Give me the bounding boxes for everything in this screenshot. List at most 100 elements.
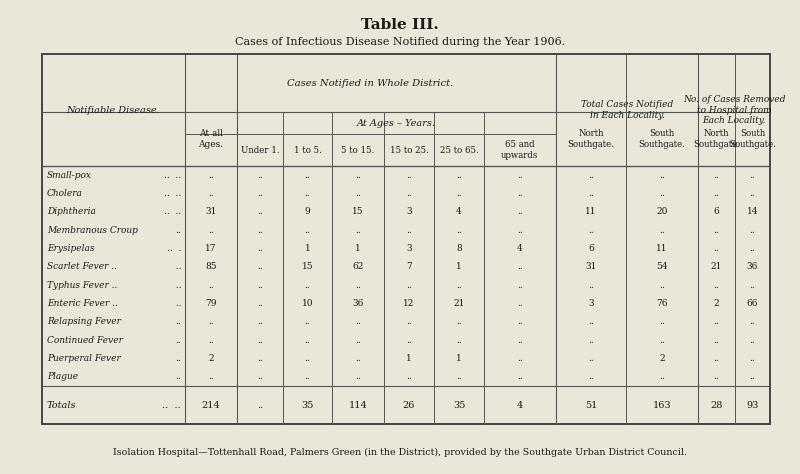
Text: Isolation Hospital—Tottenhall Road, Palmers Green (in the District), provided by: Isolation Hospital—Tottenhall Road, Palm…	[113, 447, 687, 456]
Text: ..: ..	[750, 189, 755, 198]
Text: 5 to 15.: 5 to 15.	[342, 146, 374, 155]
Text: 15: 15	[302, 262, 314, 271]
Text: ..: ..	[750, 336, 755, 345]
Text: At all
Ages.: At all Ages.	[198, 129, 223, 149]
Text: ..: ..	[305, 281, 310, 290]
Text: South
Southgate.: South Southgate.	[638, 129, 686, 149]
Text: ..  ..: .. ..	[164, 207, 181, 216]
Text: ..  ..: .. ..	[164, 171, 181, 180]
Text: ..: ..	[355, 189, 361, 198]
Text: ..: ..	[355, 226, 361, 235]
Text: ..: ..	[170, 281, 181, 290]
Text: ..: ..	[355, 373, 361, 382]
Text: ..: ..	[456, 373, 462, 382]
Text: ..: ..	[517, 336, 523, 345]
Text: 2: 2	[659, 354, 665, 363]
Text: 85: 85	[205, 262, 217, 271]
Text: ..: ..	[406, 373, 412, 382]
Text: Diphtheria: Diphtheria	[47, 207, 96, 216]
Text: ..: ..	[257, 354, 263, 363]
Text: ..: ..	[659, 317, 665, 326]
Text: ..: ..	[208, 336, 214, 345]
Text: ..: ..	[305, 373, 310, 382]
Text: 11: 11	[586, 207, 597, 216]
Text: ..: ..	[406, 226, 412, 235]
Text: ..: ..	[588, 189, 594, 198]
Text: ..: ..	[588, 317, 594, 326]
Text: ..: ..	[175, 226, 181, 235]
Text: ..: ..	[750, 281, 755, 290]
Text: ..: ..	[355, 336, 361, 345]
Text: ..: ..	[714, 373, 719, 382]
Text: Cases Notified in Whole District.: Cases Notified in Whole District.	[287, 79, 454, 88]
Text: ..: ..	[517, 317, 523, 326]
Text: ..: ..	[406, 189, 412, 198]
Text: ..: ..	[456, 171, 462, 180]
Text: ..: ..	[456, 189, 462, 198]
Text: ..: ..	[517, 226, 523, 235]
Text: ..: ..	[406, 336, 412, 345]
Text: 54: 54	[656, 262, 668, 271]
Text: ..: ..	[257, 226, 263, 235]
Text: Small-pox: Small-pox	[47, 171, 92, 180]
Text: 8: 8	[456, 244, 462, 253]
Text: ..: ..	[517, 207, 523, 216]
Text: ..: ..	[208, 189, 214, 198]
Text: South
Southgate.: South Southgate.	[729, 129, 776, 149]
Text: ..: ..	[175, 336, 181, 345]
Text: 20: 20	[656, 207, 668, 216]
Text: ..: ..	[406, 281, 412, 290]
Text: Under 1.: Under 1.	[241, 146, 279, 155]
Text: 35: 35	[453, 401, 465, 410]
Text: ..: ..	[588, 281, 594, 290]
Text: Cases of Infectious Disease Notified during the Year 1906.: Cases of Infectious Disease Notified dur…	[235, 37, 565, 47]
Text: Scarlet Fever ..: Scarlet Fever ..	[47, 262, 117, 271]
Text: ..: ..	[305, 336, 310, 345]
Text: 65 and
upwards: 65 and upwards	[502, 140, 538, 160]
Text: ..: ..	[714, 317, 719, 326]
Text: ..: ..	[750, 244, 755, 253]
Text: ..: ..	[517, 189, 523, 198]
Text: ..: ..	[588, 373, 594, 382]
Text: ..: ..	[355, 354, 361, 363]
Text: Relapsing Fever: Relapsing Fever	[47, 317, 121, 326]
Text: Plague: Plague	[47, 373, 78, 382]
Text: ..: ..	[305, 354, 310, 363]
Text: 15 to 25.: 15 to 25.	[390, 146, 429, 155]
Text: ..: ..	[257, 171, 263, 180]
Text: ..: ..	[750, 317, 755, 326]
Text: ..: ..	[355, 317, 361, 326]
Text: 17: 17	[206, 244, 217, 253]
Text: 62: 62	[352, 262, 364, 271]
Text: ..: ..	[750, 354, 755, 363]
Text: ..: ..	[170, 262, 181, 271]
Text: ..: ..	[659, 336, 665, 345]
Text: ..: ..	[517, 281, 523, 290]
Text: ..: ..	[714, 189, 719, 198]
Text: North
Southgate.: North Southgate.	[693, 129, 740, 149]
Text: 1: 1	[305, 244, 310, 253]
Text: 4: 4	[517, 401, 523, 410]
Text: ..: ..	[659, 281, 665, 290]
Text: Typhus Fever ..: Typhus Fever ..	[47, 281, 118, 290]
Text: 2: 2	[208, 354, 214, 363]
Text: 93: 93	[746, 401, 758, 410]
Text: 35: 35	[302, 401, 314, 410]
Text: Total Cases Notified
in Each Locality.: Total Cases Notified in Each Locality.	[581, 100, 673, 120]
Text: ..: ..	[588, 226, 594, 235]
Text: ..: ..	[305, 171, 310, 180]
Text: ..: ..	[305, 226, 310, 235]
Text: Table III.: Table III.	[361, 18, 439, 32]
Text: ..: ..	[208, 171, 214, 180]
Text: ..: ..	[257, 244, 263, 253]
Text: 28: 28	[710, 401, 722, 410]
Text: 3: 3	[406, 244, 412, 253]
Text: Puerperal Fever: Puerperal Fever	[47, 354, 121, 363]
Text: 4: 4	[517, 244, 523, 253]
Text: 4: 4	[456, 207, 462, 216]
Text: ..: ..	[175, 373, 181, 382]
Text: 163: 163	[653, 401, 671, 410]
Text: ..: ..	[355, 171, 361, 180]
Text: ..  ..: .. ..	[162, 401, 181, 410]
Text: ..: ..	[517, 262, 523, 271]
